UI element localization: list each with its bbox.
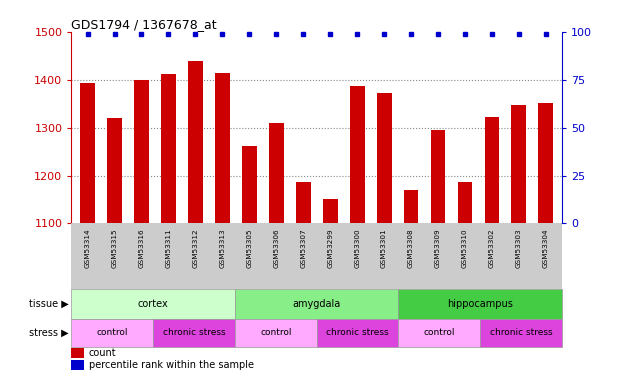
Bar	[188, 61, 203, 223]
Bar	[377, 93, 391, 224]
Text: GSM53309: GSM53309	[435, 229, 441, 268]
Bar	[317, 319, 399, 346]
Text: chronic stress: chronic stress	[326, 328, 389, 338]
Bar	[215, 73, 230, 224]
Bar	[235, 289, 399, 319]
Bar	[296, 182, 310, 224]
Text: control: control	[96, 328, 128, 338]
Bar	[458, 182, 473, 224]
Bar	[350, 86, 365, 224]
Text: GSM53310: GSM53310	[462, 229, 468, 268]
Bar	[71, 360, 84, 370]
Text: count: count	[89, 348, 116, 358]
Text: control: control	[424, 328, 455, 338]
Bar	[480, 319, 562, 346]
Text: chronic stress: chronic stress	[490, 328, 553, 338]
Text: GSM53307: GSM53307	[300, 229, 306, 268]
Bar	[399, 319, 480, 346]
Bar	[71, 289, 235, 319]
Text: GSM53299: GSM53299	[327, 229, 333, 268]
Text: GSM53305: GSM53305	[247, 229, 252, 268]
Text: GSM53316: GSM53316	[138, 229, 145, 268]
Bar	[71, 348, 84, 358]
Text: GSM53300: GSM53300	[354, 229, 360, 268]
Bar	[399, 289, 562, 319]
Bar	[80, 83, 95, 224]
Text: cortex: cortex	[138, 299, 168, 309]
Bar	[161, 74, 176, 224]
Bar	[153, 319, 235, 346]
Bar	[242, 146, 256, 224]
Bar	[107, 118, 122, 224]
Text: GSM53312: GSM53312	[193, 229, 199, 268]
Text: GSM53303: GSM53303	[516, 229, 522, 268]
Text: GDS1794 / 1367678_at: GDS1794 / 1367678_at	[71, 18, 217, 31]
Text: control: control	[260, 328, 292, 338]
Text: GSM53314: GSM53314	[84, 229, 91, 268]
Text: GSM53315: GSM53315	[112, 229, 117, 268]
Text: GSM53308: GSM53308	[408, 229, 414, 268]
Text: GSM53311: GSM53311	[165, 229, 171, 268]
Text: GSM53302: GSM53302	[489, 229, 495, 268]
Bar	[134, 80, 149, 224]
Bar	[512, 105, 526, 224]
Text: chronic stress: chronic stress	[163, 328, 225, 338]
Bar	[538, 103, 553, 224]
Bar	[269, 123, 284, 224]
Bar	[323, 199, 338, 223]
Text: GSM53306: GSM53306	[273, 229, 279, 268]
Text: hippocampus: hippocampus	[447, 299, 513, 309]
Text: GSM53304: GSM53304	[543, 229, 549, 268]
Bar	[430, 130, 445, 224]
Text: tissue ▶: tissue ▶	[29, 299, 68, 309]
Bar	[71, 319, 153, 346]
Text: amygdala: amygdala	[292, 299, 341, 309]
Bar	[484, 117, 499, 224]
Text: stress ▶: stress ▶	[29, 328, 68, 338]
Bar	[404, 190, 419, 224]
Bar	[235, 319, 317, 346]
Text: GSM53301: GSM53301	[381, 229, 387, 268]
Text: percentile rank within the sample: percentile rank within the sample	[89, 360, 253, 370]
Text: GSM53313: GSM53313	[219, 229, 225, 268]
